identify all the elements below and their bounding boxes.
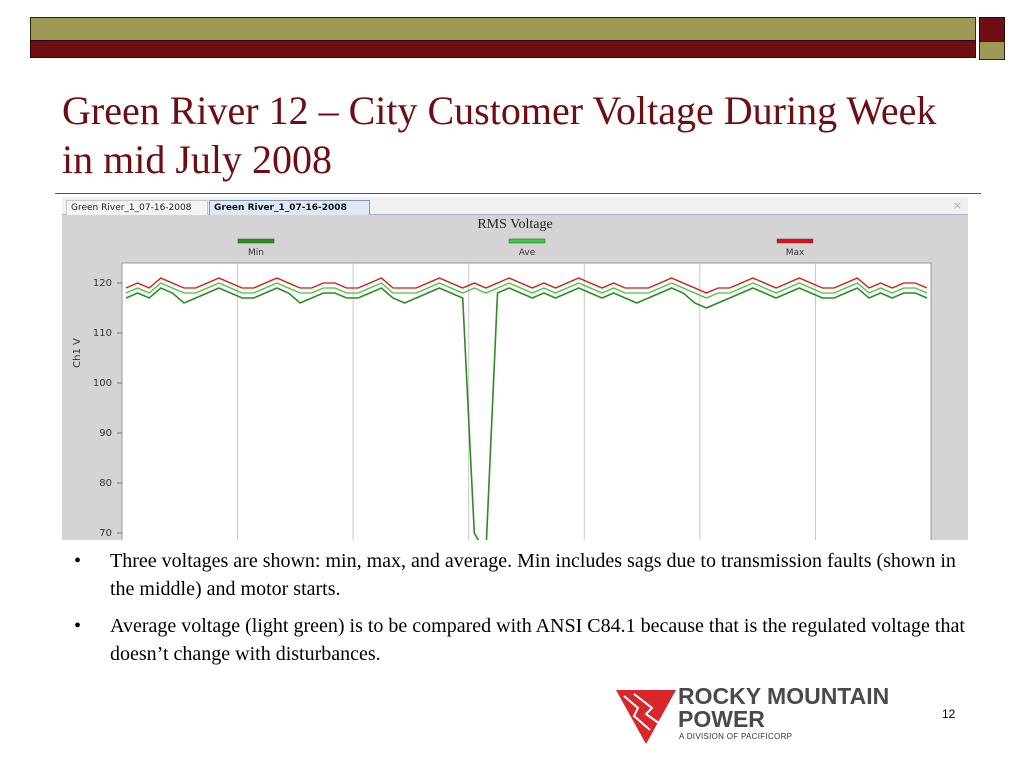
logo-text-line2: POWER: [678, 706, 765, 732]
y-axis-label: Ch1 V: [72, 338, 83, 368]
logo-text-line1: ROCKY MOUNTAIN: [678, 683, 890, 709]
legend-swatch: [237, 238, 275, 244]
page-number: 12: [942, 707, 956, 721]
bullet-item: • Three voltages are shown: min, max, an…: [66, 547, 966, 603]
series-line-max: [125, 277, 928, 294]
logo-text-line3: A DIVISION OF PACIFICORP: [679, 732, 793, 741]
tab-green-river-1[interactable]: Green River_1_07-16-2008: [66, 200, 208, 215]
y-tick-label: 100: [93, 378, 112, 389]
tab-strip: Green River_1_07-16-2008 Green River_1_0…: [62, 197, 968, 215]
header-band-olive: [30, 17, 976, 41]
bullet-text: Three voltages are shown: min, max, and …: [110, 550, 956, 600]
header-square-olive: [979, 41, 1005, 60]
header-band-maroon: [30, 40, 976, 58]
y-tick-label: 120: [93, 278, 112, 289]
series-line-min: [125, 287, 928, 540]
chart-title: RMS Voltage: [477, 217, 552, 232]
bullet-marker: •: [74, 550, 82, 572]
title-divider: [55, 193, 981, 194]
y-tick-label: 70: [99, 528, 112, 539]
embedded-app-window: Green River_1_07-16-2008 Green River_1_0…: [62, 197, 968, 540]
legend-swatch: [508, 238, 546, 244]
bullet-marker: •: [74, 615, 82, 637]
legend-label: Ave: [519, 248, 536, 258]
series-line-ave: [125, 282, 928, 299]
bullet-item: • Average voltage (light green) is to be…: [66, 612, 966, 668]
bullet-list: • Three voltages are shown: min, max, an…: [66, 547, 966, 677]
close-icon[interactable]: ×: [952, 199, 962, 212]
legend-label: Max: [786, 248, 805, 258]
slide-title: Green River 12 – City Customer Voltage D…: [62, 88, 937, 182]
y-tick-label: 110: [93, 328, 112, 339]
legend-label: Min: [248, 248, 264, 258]
plot-area: [121, 262, 932, 540]
legend-swatch: [776, 238, 814, 244]
y-axis-ticks: 120 110 100 90 80 70: [93, 278, 122, 539]
rms-voltage-chart: RMS Voltage Min Ave Max 120 110 100 90 80 70 Ch…: [72, 217, 932, 540]
header-square-maroon: [979, 17, 1005, 43]
chart-series: [125, 277, 928, 540]
y-tick-label: 80: [99, 478, 112, 489]
y-tick-label: 90: [99, 428, 112, 439]
rocky-mountain-power-logo-icon: [616, 690, 676, 744]
tab-green-river-1-active[interactable]: Green River_1_07-16-2008: [209, 200, 370, 215]
chart-legend: Min Ave Max: [237, 238, 814, 258]
bullet-text: Average voltage (light green) is to be c…: [110, 615, 965, 665]
